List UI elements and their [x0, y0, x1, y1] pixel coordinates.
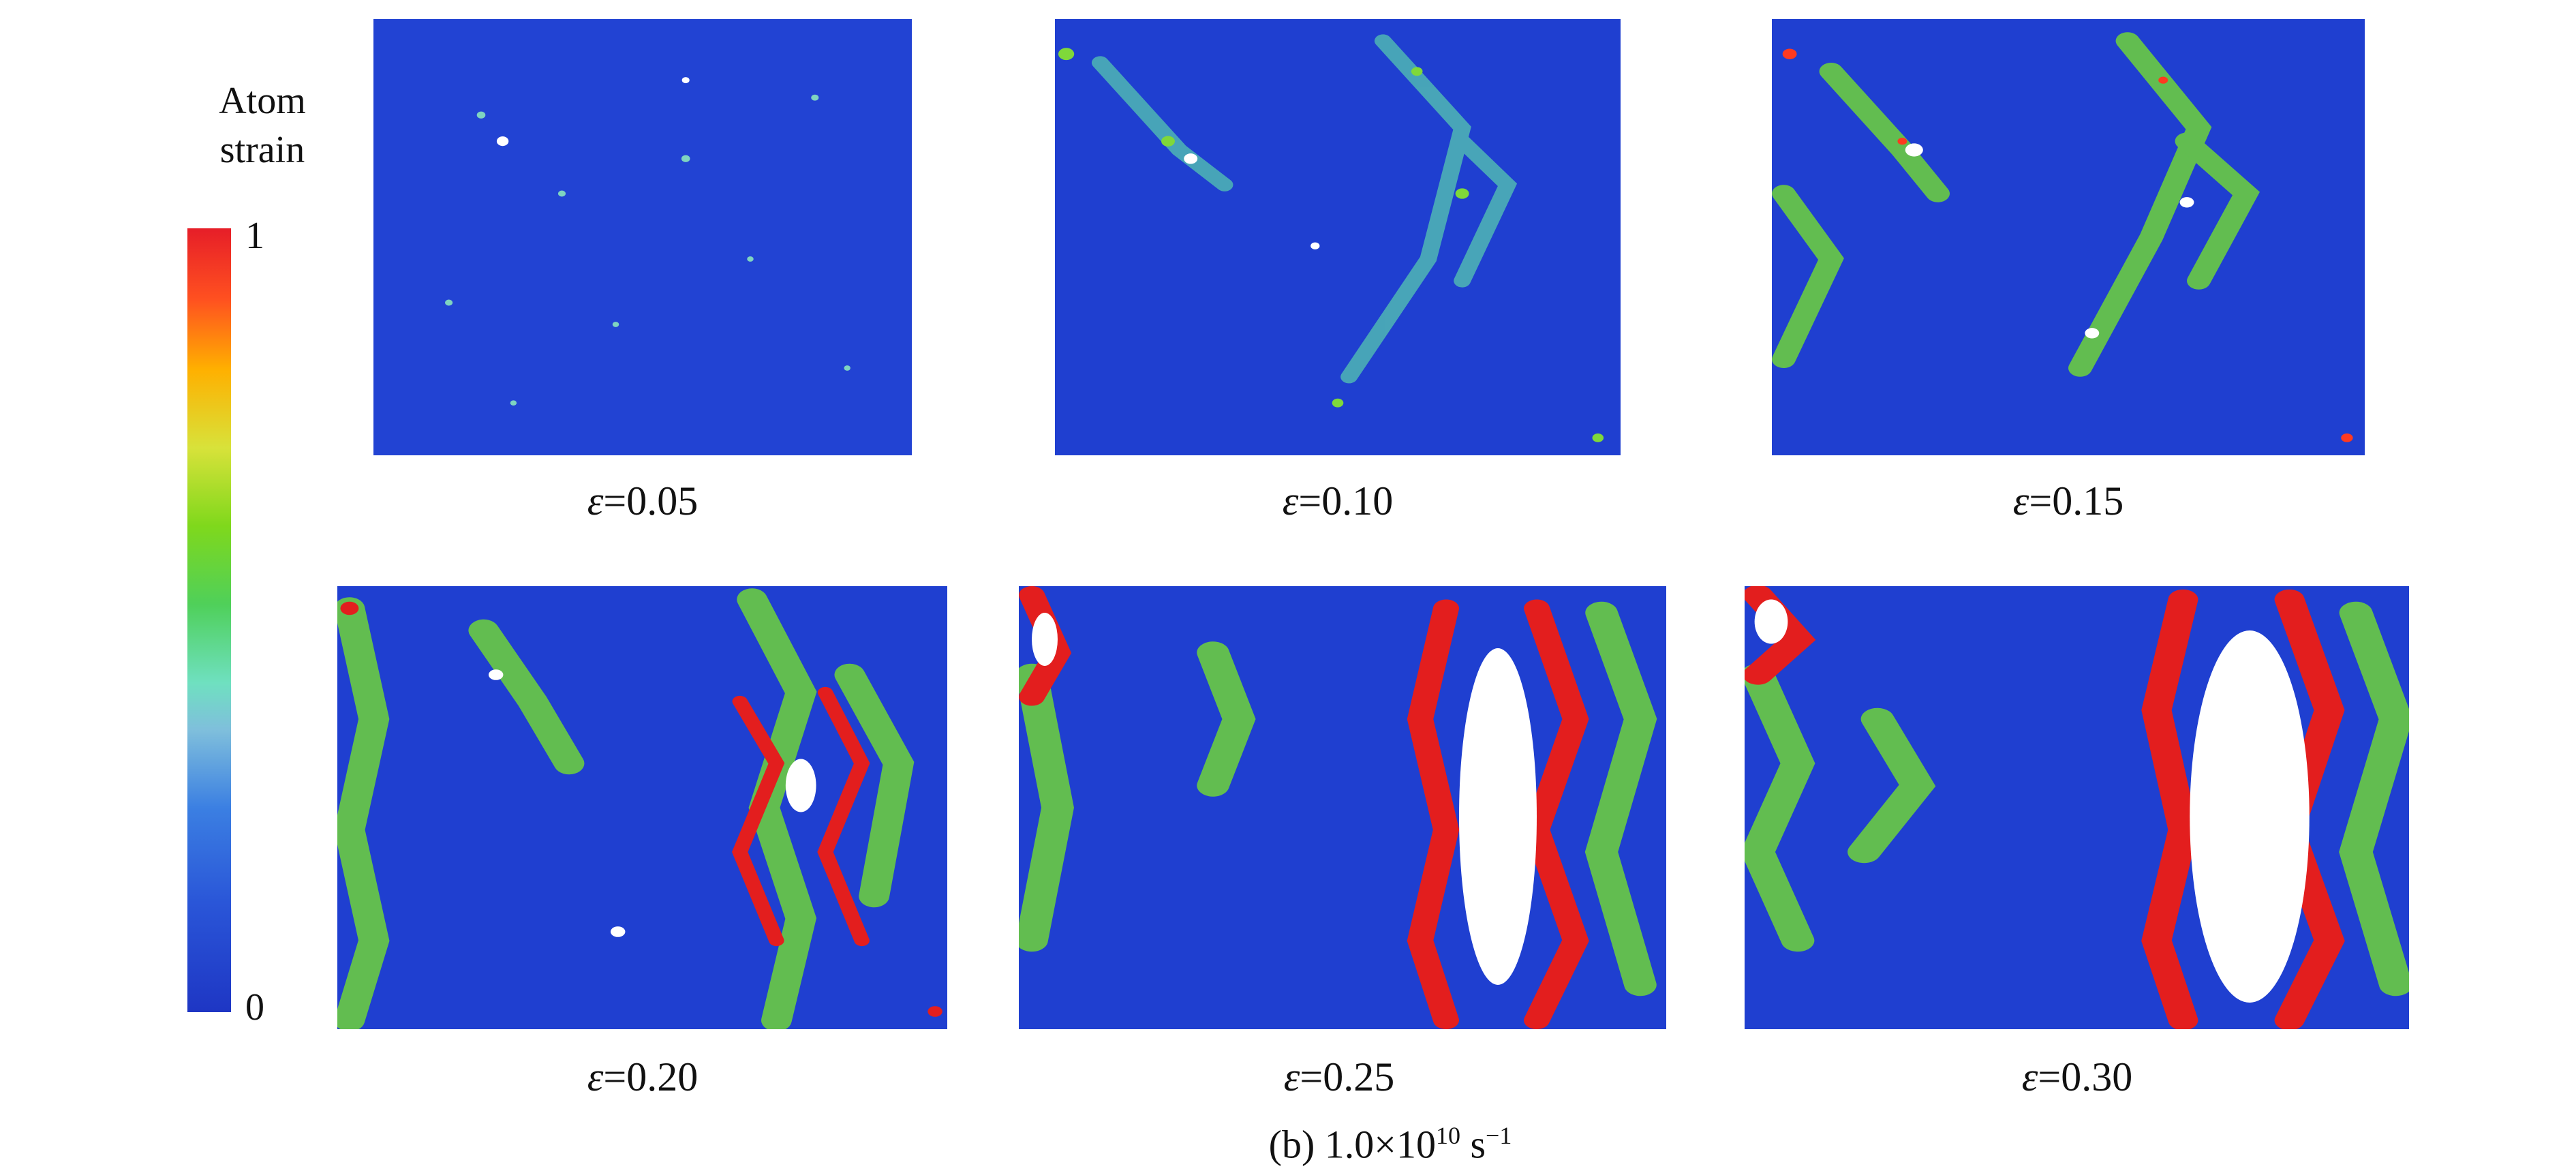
strain-value-2: =0.10	[1298, 478, 1394, 523]
strain-symbol-2: ε	[1282, 478, 1299, 523]
strain-value-6: =0.30	[2038, 1054, 2133, 1099]
strain-map-panel-6	[1745, 586, 2409, 1029]
colorbar-min-label: 0	[245, 986, 264, 1029]
strain-value-1: =0.05	[603, 478, 699, 523]
colorbar-max-label: 1	[245, 215, 264, 257]
strain-symbol-4: ε	[587, 1054, 604, 1099]
caption-prefix: (b) 1.0×10	[1268, 1122, 1436, 1167]
strain-label-5: ε=0.25	[1135, 1053, 1544, 1101]
colorbar-title: Atom strain	[170, 76, 354, 174]
strain-symbol-6: ε	[2021, 1054, 2038, 1099]
colorbar-title-line1: Atom	[219, 80, 306, 122]
strain-value-3: =0.15	[2029, 478, 2124, 523]
strain-label-3: ε=0.15	[1864, 477, 2273, 525]
strain-map-panel-1	[373, 19, 912, 455]
strain-label-6: ε=0.30	[1873, 1053, 2282, 1101]
strain-symbol-3: ε	[2012, 478, 2029, 523]
strain-map-panel-2	[1055, 19, 1621, 455]
strain-label-2: ε=0.10	[1133, 477, 1542, 525]
caption-exponent: 10	[1435, 1122, 1460, 1149]
strain-map-panel-3	[1772, 19, 2365, 455]
strain-value-4: =0.20	[603, 1054, 699, 1099]
strain-label-4: ε=0.20	[438, 1053, 847, 1101]
strain-symbol-5: ε	[1283, 1054, 1300, 1099]
strain-map-panel-4	[337, 586, 947, 1029]
caption-unit-exponent: −1	[1486, 1122, 1512, 1149]
strain-label-1: ε=0.05	[438, 477, 847, 525]
colorbar-title-line2: strain	[219, 129, 305, 171]
atom-strain-colorbar	[187, 228, 231, 1012]
strain-symbol-1: ε	[587, 478, 604, 523]
strain-map-panel-5	[1019, 586, 1666, 1029]
caption-unit: s	[1460, 1122, 1486, 1167]
figure-caption: (b) 1.0×1010 s−1	[1152, 1111, 1629, 1169]
strain-value-5: =0.25	[1300, 1054, 1395, 1099]
